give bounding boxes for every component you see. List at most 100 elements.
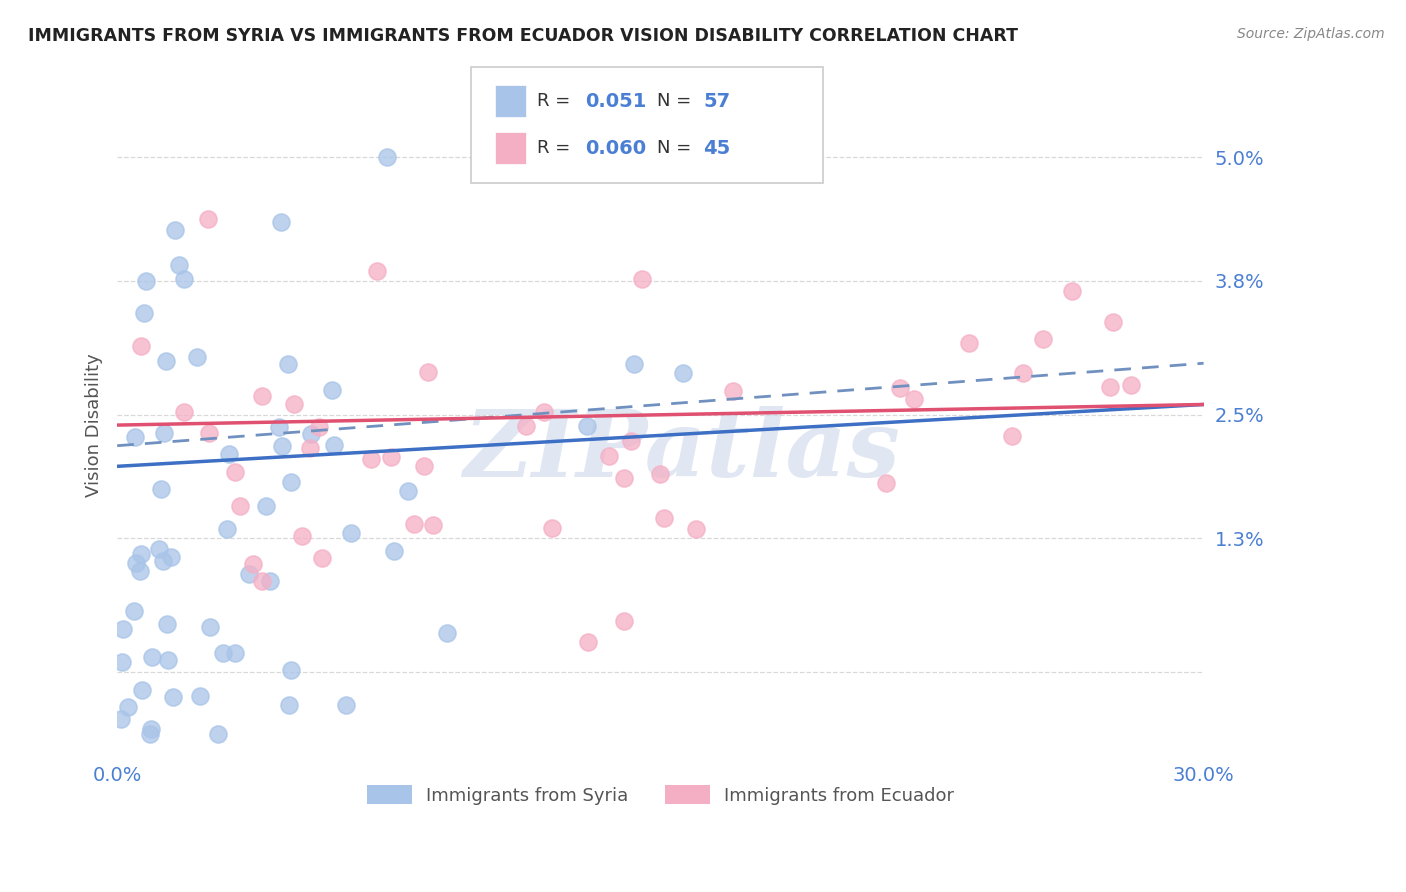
Point — [188, 689, 211, 703]
Point — [167, 258, 190, 272]
Point — [259, 574, 281, 589]
Point — [1001, 429, 1024, 443]
Point — [254, 499, 277, 513]
Point — [416, 365, 439, 379]
Point — [125, 556, 148, 570]
Point — [1032, 332, 1054, 346]
Point — [959, 336, 981, 351]
Text: N =: N = — [657, 93, 696, 111]
Point — [197, 211, 219, 226]
Point — [323, 438, 346, 452]
Point — [148, 542, 170, 557]
Point — [250, 389, 273, 403]
Point — [207, 727, 229, 741]
Y-axis label: Vision Disability: Vision Disability — [86, 353, 103, 497]
Point — [153, 425, 176, 440]
Point — [283, 397, 305, 411]
Text: 57: 57 — [703, 92, 730, 111]
Text: 45: 45 — [703, 139, 730, 158]
Point — [124, 430, 146, 444]
Point — [141, 650, 163, 665]
Point — [280, 664, 302, 678]
Point — [335, 698, 357, 712]
Point — [110, 712, 132, 726]
Point — [1102, 315, 1125, 329]
Point — [271, 439, 294, 453]
Point — [134, 306, 156, 320]
Point — [721, 384, 744, 398]
Point — [129, 339, 152, 353]
Text: ZIPatlas: ZIPatlas — [464, 407, 901, 497]
Point — [156, 616, 179, 631]
Point — [173, 272, 195, 286]
Point — [129, 547, 152, 561]
Point — [160, 550, 183, 565]
Point — [278, 698, 301, 712]
Point — [436, 625, 458, 640]
Point — [224, 646, 246, 660]
Text: R =: R = — [537, 139, 576, 157]
Point — [613, 614, 636, 628]
Point — [162, 690, 184, 704]
Point — [299, 427, 322, 442]
Point — [1011, 367, 1033, 381]
Text: N =: N = — [657, 139, 696, 157]
Point — [128, 564, 150, 578]
Point — [298, 441, 321, 455]
Point — [1060, 284, 1083, 298]
Point — [215, 522, 238, 536]
Point — [308, 420, 330, 434]
Point — [111, 655, 134, 669]
Point — [533, 405, 555, 419]
Point — [212, 646, 235, 660]
Point — [139, 727, 162, 741]
Point — [111, 622, 134, 636]
Point — [382, 543, 405, 558]
Point — [321, 384, 343, 398]
Point — [623, 357, 645, 371]
Point — [576, 634, 599, 648]
Point — [122, 604, 145, 618]
Point — [889, 381, 911, 395]
Point — [291, 529, 314, 543]
Point — [198, 426, 221, 441]
Point — [250, 574, 273, 588]
Point — [242, 557, 264, 571]
Point — [375, 150, 398, 164]
Point — [650, 467, 672, 482]
Point — [163, 223, 186, 237]
Text: Source: ZipAtlas.com: Source: ZipAtlas.com — [1237, 27, 1385, 41]
Point — [1121, 377, 1143, 392]
Point — [598, 449, 620, 463]
Point — [613, 471, 636, 485]
Text: IMMIGRANTS FROM SYRIA VS IMMIGRANTS FROM ECUADOR VISION DISABILITY CORRELATION C: IMMIGRANTS FROM SYRIA VS IMMIGRANTS FROM… — [28, 27, 1018, 45]
Text: 0.060: 0.060 — [585, 139, 645, 158]
Point — [186, 350, 208, 364]
Point — [1099, 380, 1122, 394]
Point — [131, 682, 153, 697]
Point — [277, 357, 299, 371]
Point — [654, 511, 676, 525]
Point — [229, 500, 252, 514]
Point — [515, 419, 537, 434]
Point — [139, 722, 162, 736]
Text: 0.051: 0.051 — [585, 92, 647, 111]
Point — [903, 392, 925, 406]
Point — [360, 452, 382, 467]
Point — [396, 483, 419, 498]
Point — [339, 525, 361, 540]
Point — [117, 700, 139, 714]
Point — [402, 516, 425, 531]
Point — [685, 522, 707, 536]
Point — [200, 619, 222, 633]
Point — [156, 653, 179, 667]
Point — [875, 476, 897, 491]
Point — [422, 518, 444, 533]
Point — [620, 434, 643, 448]
Point — [280, 475, 302, 489]
Text: R =: R = — [537, 93, 576, 111]
Point — [218, 447, 240, 461]
Legend: Immigrants from Syria, Immigrants from Ecuador: Immigrants from Syria, Immigrants from E… — [360, 778, 962, 812]
Point — [270, 215, 292, 229]
Point — [238, 567, 260, 582]
